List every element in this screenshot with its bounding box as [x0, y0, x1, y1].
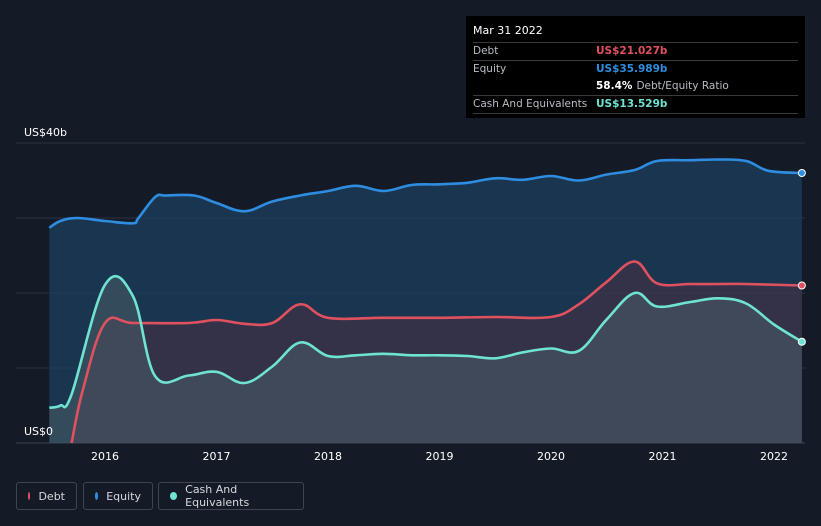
equity-line — [48, 158, 802, 229]
tooltip-debt-row: Debt US$21.027b — [473, 42, 798, 60]
x-tick-label: 2019 — [426, 450, 454, 463]
equity-end-marker — [797, 169, 806, 177]
debt-line — [70, 260, 802, 444]
legend-item-debt[interactable]: Debt — [16, 482, 77, 510]
y-axis-bottom-label: US$0 — [24, 425, 53, 438]
x-tick-label: 2016 — [91, 450, 119, 463]
tooltip-cash-value: US$13.529b — [596, 98, 668, 110]
x-axis-ticks: 2016 2017 2018 2019 2020 2021 2022 — [91, 450, 788, 463]
tooltip-cash-row: Cash And Equivalents US$13.529b — [473, 95, 798, 114]
legend-label-debt: Debt — [38, 489, 65, 503]
cash-area — [49, 276, 802, 443]
tooltip-debt-label: Debt — [473, 45, 499, 57]
x-tick-label: 2021 — [649, 450, 677, 463]
tooltip-date: Mar 31 2022 — [473, 24, 543, 37]
end-markers — [797, 169, 806, 346]
tooltip-ratio-row: 58.4% Debt/Equity Ratio — [473, 78, 798, 95]
x-tick-label: 2022 — [760, 450, 788, 463]
tooltip-ratio-value: 58.4% — [596, 80, 633, 92]
tooltip-equity-value: US$35.989b — [596, 63, 668, 75]
series-areas — [49, 159, 802, 444]
x-tick-label: 2020 — [537, 450, 565, 463]
debt-end-marker — [797, 281, 806, 290]
y-axis-top-label: US$40b — [24, 126, 67, 139]
tooltip-equity-label: Equity — [473, 63, 507, 75]
series-lines — [48, 158, 803, 444]
legend-label-cash: Cash And Equivalents — [185, 483, 250, 509]
legend-item-cash[interactable]: Cash And Equivalents — [158, 482, 304, 510]
legend-dot-cash — [170, 492, 178, 500]
tooltip-cash-label: Cash And Equivalents — [473, 98, 588, 110]
legend-item-equity[interactable]: Equity — [83, 482, 153, 510]
cash-end-marker — [797, 337, 806, 346]
legend-dot-debt — [28, 492, 31, 500]
cash-line — [48, 274, 803, 410]
legend-label-equity: Equity — [106, 489, 141, 503]
data-tooltip: Mar 31 2022 Debt US$21.027b Equity US$35… — [466, 16, 805, 118]
tooltip-ratio-label: Debt/Equity Ratio — [636, 80, 729, 92]
x-tick-label: 2018 — [314, 450, 342, 463]
tooltip-debt-value: US$21.027b — [596, 45, 668, 57]
legend-dot-equity — [95, 492, 99, 500]
tooltip-equity-row: Equity US$35.989b — [473, 60, 798, 78]
x-tick-label: 2017 — [203, 450, 231, 463]
